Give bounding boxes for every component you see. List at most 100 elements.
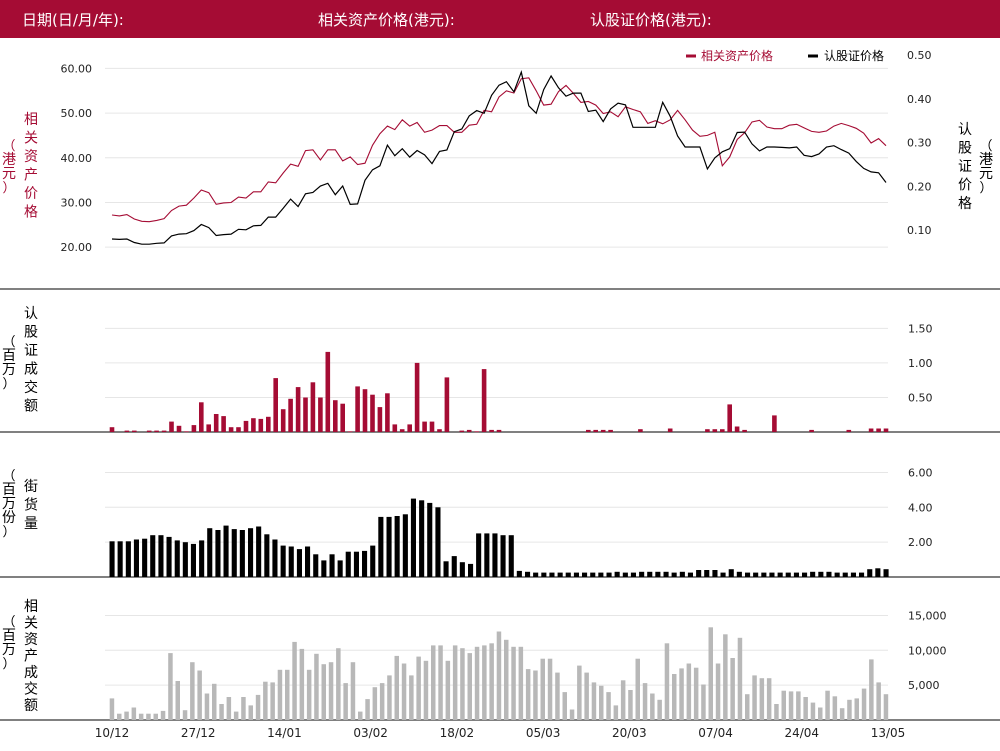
underlying-turnover-bar	[365, 699, 370, 720]
street-stock-bar	[117, 541, 123, 577]
underlying-turnover-bar	[204, 693, 210, 720]
underlying-turnover-bar	[591, 682, 597, 720]
street-stock-bar	[142, 538, 148, 577]
warrant-turnover-bar	[876, 428, 881, 432]
underlying-turnover-bar	[642, 683, 648, 720]
street-stock-bar	[793, 572, 799, 577]
underlying-turnover-title: 相关资产成交额	[24, 599, 38, 714]
underlying-turnover-bar	[321, 664, 326, 720]
underlying-turnover-bar	[146, 713, 151, 720]
warrant-turnover-tick-label: 1.00	[908, 357, 933, 370]
street-stock-bar	[606, 572, 612, 577]
street-stock-bar	[296, 549, 302, 577]
warrant-turnover-bar	[370, 394, 375, 432]
underlying-turnover-bar	[394, 655, 399, 720]
street-stock-bar	[313, 554, 319, 577]
underlying-turnover-bar	[306, 669, 312, 720]
warrant-turnover-bar	[258, 418, 264, 432]
underlying-turnover-bar	[847, 699, 852, 720]
underlying-turnover-bar	[635, 658, 640, 720]
street-stock-bar	[622, 572, 628, 577]
underlying-turnover-bar	[854, 698, 859, 720]
underlying-turnover-bar	[124, 711, 129, 720]
underlying-turnover-bar	[438, 645, 443, 720]
warrant-turnover-bar	[161, 430, 167, 432]
underlying-turnover-bar	[876, 682, 881, 720]
warrant-turnover-bar	[407, 424, 412, 432]
street-stock-bar	[875, 568, 881, 577]
warrant-turnover-bar	[377, 407, 383, 432]
warrant-turnover-bar	[481, 369, 487, 432]
underlying-turnover-bar	[445, 660, 451, 720]
underlying-turnover-bar	[314, 653, 319, 720]
right-axis-title: 认股证价格	[958, 122, 972, 212]
street-stock-bar	[777, 572, 783, 577]
left-tick-label: 60.00	[61, 62, 93, 75]
street-stock-bar	[704, 570, 710, 577]
underlying-turnover-bar	[869, 659, 874, 720]
underlying-turnover-bar	[533, 670, 538, 720]
right-tick-label: 0.50	[907, 49, 932, 62]
underlying-turnover-bar	[153, 713, 158, 720]
underlying-turnover-bar	[182, 710, 188, 720]
underlying-turnover-bar	[277, 669, 283, 720]
warrant-turnover-bar	[132, 430, 137, 432]
warrant-turnover-bar	[712, 429, 718, 432]
warrant-turnover-bar	[280, 409, 286, 432]
warrant-turnover-bar	[362, 389, 368, 432]
underlying-turnover-bar	[504, 639, 509, 720]
x-tick-label: 05/03	[526, 726, 561, 740]
underlying-turnover-bar	[292, 641, 297, 720]
street-stock-bar	[386, 516, 392, 577]
underlying-turnover-bar	[796, 691, 801, 720]
street-stock-bar	[850, 572, 856, 577]
street-stock-bar	[525, 571, 531, 577]
underlying-turnover-bar	[788, 691, 794, 720]
underlying-turnover-bar	[664, 643, 670, 720]
street-stock-bar	[696, 570, 702, 577]
left-axis-title: 相关资产价格	[24, 112, 38, 221]
street-stock-bar	[394, 516, 400, 577]
underlying-turnover-bar	[657, 699, 662, 720]
street-stock-bar	[272, 539, 278, 577]
underlying-turnover-bar	[175, 681, 180, 720]
underlying-price-line	[111, 77, 887, 223]
street-stock-bar	[810, 571, 816, 577]
street-stock-bar	[337, 560, 343, 577]
underlying-turnover-bar	[387, 675, 392, 720]
street-stock-bar	[256, 526, 262, 577]
street-stock-bar	[614, 571, 620, 577]
header-bar: 日期(日/月/年): 相关资产价格(港元): 认股证价格(港元):	[0, 0, 1000, 38]
street-stock-bar	[745, 572, 751, 577]
warrant-price-label: 认股证价格(港元):	[590, 11, 712, 29]
right-tick-label: 0.10	[907, 224, 932, 237]
x-tick-label: 14/01	[267, 726, 302, 740]
underlying-turnover-bar	[518, 646, 524, 720]
underlying-turnover-bar	[358, 711, 363, 720]
underlying-turnover-bar	[818, 707, 823, 720]
warrant-turnover-bar	[883, 428, 889, 432]
warrant-turnover-bar	[303, 397, 308, 432]
street-stock-bar	[419, 500, 425, 577]
street-stock-bar	[207, 528, 213, 577]
underlying-turnover-bar	[679, 668, 684, 720]
street-stock-title: 街货量	[24, 479, 38, 532]
underlying-turnover-bar	[328, 662, 334, 720]
street-stock-bar	[378, 516, 384, 577]
underlying-turnover-bar	[737, 637, 743, 720]
underlying-turnover-unit: （百万）	[2, 615, 16, 672]
street-stock-bar	[321, 560, 327, 577]
street-stock-bar	[248, 528, 254, 577]
warrant-turnover-bar	[347, 431, 353, 433]
street-stock-bar	[867, 569, 873, 577]
warrant-turnover-bar	[213, 414, 219, 432]
street-stock-bar	[476, 533, 482, 577]
underlying-price-label: 相关资产价格(港元):	[318, 11, 455, 29]
underlying-turnover-bar	[781, 690, 786, 720]
underlying-turnover-bar	[197, 670, 202, 720]
underlying-turnover-bar	[109, 698, 115, 720]
underlying-turnover-bar	[255, 694, 261, 720]
underlying-turnover-bar	[730, 658, 735, 720]
street-stock-bar	[158, 535, 164, 577]
street-stock-bar	[753, 572, 759, 577]
